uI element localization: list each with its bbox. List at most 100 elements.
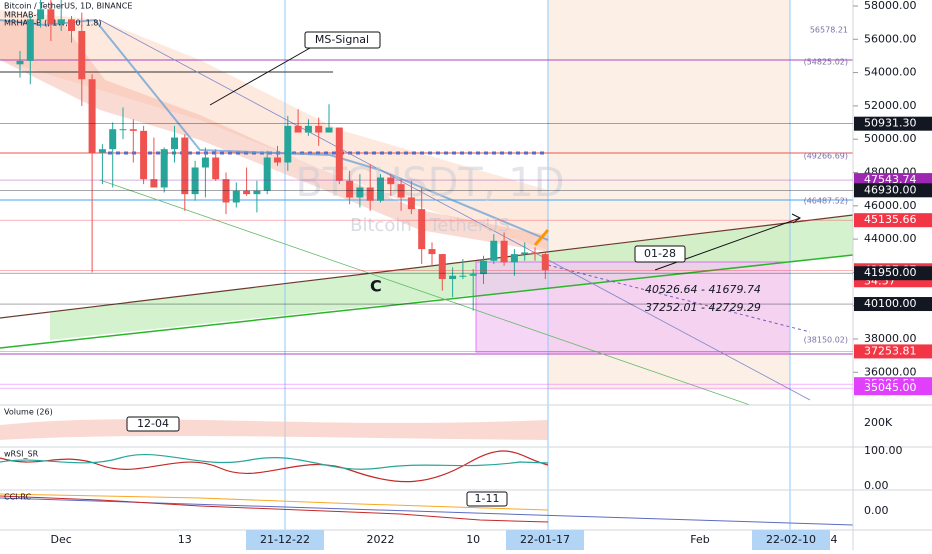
price-tag (854, 344, 932, 359)
price-tag-label: 37253.81 (864, 344, 917, 357)
price-tag-label: 50931.30 (864, 117, 917, 130)
time-highlight (246, 530, 324, 550)
time-label: 22-01-17 (520, 533, 570, 546)
candle-body (191, 167, 199, 195)
candle-body (346, 180, 354, 198)
candle-body (78, 30, 86, 80)
time-highlight (506, 530, 584, 550)
price-tag-label: 45135.66 (864, 213, 917, 226)
callout-line (209, 47, 311, 106)
level-label: (46487.52) (804, 197, 848, 206)
candle-body (47, 9, 55, 25)
cci-callout: 1-11 (475, 492, 500, 505)
candle-body (387, 177, 395, 185)
candle-body (418, 209, 426, 250)
candle-body (201, 157, 209, 168)
signal-arrow (533, 229, 550, 246)
level-label: (54825.02) (804, 58, 848, 67)
candle-body (253, 190, 261, 195)
callout-box (126, 416, 180, 432)
signal-label: MS-Signal (315, 33, 369, 46)
y-tick-label: 36000.00 (864, 365, 917, 378)
candle-body (284, 125, 292, 163)
axis-label: 200K (864, 416, 893, 429)
price-tag (854, 381, 932, 396)
candle-body (449, 275, 457, 280)
candle-body (16, 60, 24, 65)
trend-line (99, 19, 811, 401)
candle-body (181, 137, 189, 195)
axis-label: 0.00 (864, 479, 889, 492)
candle-body (407, 197, 415, 210)
trend-line (99, 179, 751, 406)
mrhab-band (0, 20, 548, 252)
candle-body (274, 157, 281, 163)
candle-body (531, 252, 539, 255)
range-box (475, 261, 791, 353)
candle-body (160, 149, 168, 188)
y-tick-label: 46000.00 (864, 199, 917, 212)
candle-body (109, 129, 117, 150)
price-tag-label: 47543.74 (864, 173, 917, 186)
range-label: 40526.64 - 41679.74 (645, 283, 761, 296)
range-label: 37252.01 - 42729.29 (645, 301, 761, 314)
candle-body (315, 125, 323, 133)
volume-area (0, 419, 548, 440)
candle-body (212, 157, 220, 180)
candle-body (150, 179, 158, 188)
price-tag-label: 40100.00 (864, 297, 917, 310)
candle-body (335, 127, 343, 181)
price-tag-label: 46930.00 (864, 183, 917, 196)
candle-body (438, 254, 446, 280)
price-tag (854, 213, 932, 228)
rsi-line (0, 450, 549, 483)
candle-body (500, 240, 508, 263)
cci-signal (0, 493, 549, 511)
y-tick-label: 38000.00 (864, 332, 917, 345)
pane-label: Volume (26) (4, 408, 53, 417)
time-highlight (752, 530, 830, 550)
callout-box (466, 491, 508, 507)
level-label: 56578.21 (810, 26, 848, 35)
time-label: 13 (178, 533, 192, 546)
price-tag (854, 297, 932, 312)
wave-label: C (370, 277, 382, 296)
candle-body (294, 125, 302, 133)
y-tick-label: 44000.00 (864, 232, 917, 245)
candle-body (232, 190, 240, 203)
indicator-label: MRHAB-O (4, 11, 43, 20)
time-label: 4 (831, 533, 838, 546)
pane-label: wRSI_SR (4, 450, 39, 459)
level-label: (38150.02) (804, 336, 848, 345)
candle-body (68, 19, 75, 31)
candle-body (366, 187, 374, 201)
candle-body (480, 260, 487, 275)
candle-body (88, 79, 96, 153)
cci-line (0, 495, 549, 523)
pane-label: CCI-RC (4, 493, 32, 502)
axis-label: 0.00 (864, 504, 889, 517)
candle-body (263, 157, 271, 191)
candle-body (37, 9, 45, 20)
level-label: (49266.69) (804, 152, 848, 161)
candle-body (428, 249, 436, 255)
callout-box (304, 31, 381, 49)
candle-body (140, 130, 148, 180)
volume-callout: 12-04 (137, 417, 169, 430)
price-tag (854, 266, 932, 281)
candle-body (304, 125, 312, 133)
time-label: 10 (466, 533, 480, 546)
candle-body (459, 275, 467, 277)
arrow-head (791, 213, 801, 224)
candle-body (325, 127, 333, 133)
date-callout: 01-28 (644, 247, 676, 260)
watermark-name: Bitcoin / TetherUS (350, 215, 510, 236)
price-tag (854, 116, 932, 131)
time-label: Dec (51, 533, 72, 546)
y-tick-label: 58000.00 (864, 0, 917, 12)
candle-body (171, 137, 178, 150)
price-tag-label: 41950.00 (864, 266, 917, 279)
candle-body (57, 19, 65, 25)
callout-box (634, 245, 686, 263)
axis-label: 100.00 (864, 444, 903, 457)
